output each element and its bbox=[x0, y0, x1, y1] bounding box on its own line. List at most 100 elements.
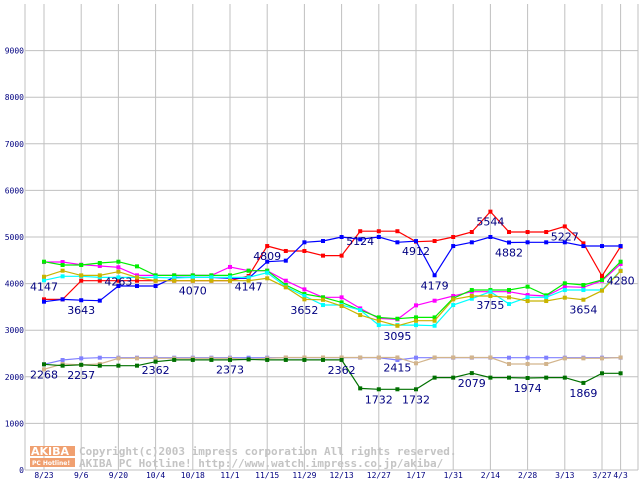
data-point-blue bbox=[581, 244, 586, 249]
data-label: 5124 bbox=[346, 235, 374, 248]
data-label: 1732 bbox=[402, 393, 430, 406]
grid bbox=[24, 4, 639, 471]
data-point-cyan bbox=[302, 293, 307, 298]
x-tick-label: 3/27 bbox=[592, 471, 611, 480]
data-point-red bbox=[97, 278, 102, 283]
series-line-red bbox=[44, 210, 622, 300]
data-point-olive bbox=[581, 297, 586, 302]
data-point-blue bbox=[283, 258, 288, 263]
data-label: 3654 bbox=[569, 304, 597, 317]
data-point-blue bbox=[507, 240, 511, 245]
data-point-blue bbox=[488, 235, 493, 239]
data-point-green bbox=[432, 315, 437, 320]
data-label: 4147 bbox=[30, 281, 58, 294]
x-tick-label: 9/20 bbox=[109, 471, 128, 480]
data-point-cyan bbox=[209, 275, 214, 280]
data-point-blue bbox=[414, 239, 418, 244]
data-point-red bbox=[544, 230, 549, 235]
logo-bottom-box bbox=[30, 458, 75, 467]
data-point-blue bbox=[265, 259, 270, 264]
data-point-darkgreen bbox=[302, 357, 307, 362]
data-label: 3643 bbox=[67, 304, 95, 317]
data-point-blue bbox=[544, 240, 549, 245]
data-point-darkgreen bbox=[544, 375, 549, 380]
x-tick-label: 11/29 bbox=[292, 471, 316, 480]
data-point-periwinkle bbox=[525, 355, 530, 360]
series-group bbox=[42, 209, 623, 392]
data-point-green bbox=[228, 273, 232, 278]
y-tick-label: 6000 bbox=[5, 186, 24, 195]
y-tick-label: 1000 bbox=[5, 419, 24, 428]
data-point-green bbox=[97, 261, 102, 266]
x-tick-label: 2/14 bbox=[481, 471, 500, 480]
data-label: 4882 bbox=[495, 246, 523, 259]
data-point-green bbox=[190, 273, 195, 278]
data-point-red bbox=[376, 229, 381, 234]
data-label: 2415 bbox=[383, 361, 411, 374]
data-point-olive bbox=[414, 318, 418, 323]
data-label: 4179 bbox=[421, 279, 449, 292]
data-point-darkgreen bbox=[265, 357, 270, 362]
data-point-green bbox=[153, 273, 158, 278]
logo-top-text: AKIBA bbox=[31, 445, 70, 458]
y-tick-label: 4000 bbox=[5, 280, 24, 289]
data-point-darkgreen bbox=[618, 371, 623, 376]
data-point-olive bbox=[135, 275, 139, 280]
data-point-darkgreen bbox=[562, 375, 567, 380]
data-point-darkgreen bbox=[600, 371, 604, 376]
x-tick-label: 1/31 bbox=[444, 471, 463, 480]
series-line-darkgreen bbox=[43, 358, 621, 390]
data-point-periwinkle bbox=[60, 358, 65, 363]
data-point-blue bbox=[451, 244, 456, 249]
annotations: 4147 3643 4263 4070 4147 4809 3652 5124 3095 4912… bbox=[30, 216, 635, 407]
data-point-cyan bbox=[358, 308, 363, 313]
series-darkgreen bbox=[42, 357, 623, 392]
data-point-red bbox=[283, 248, 288, 253]
data-point-tan bbox=[283, 355, 288, 360]
series-olive bbox=[42, 268, 623, 328]
data-label: 4070 bbox=[179, 284, 207, 297]
data-point-periwinkle bbox=[395, 358, 400, 363]
data-point-olive bbox=[395, 323, 400, 328]
data-point-darkgreen bbox=[79, 362, 84, 367]
series-tan bbox=[42, 355, 623, 372]
data-point-red bbox=[507, 230, 511, 235]
data-point-darkgreen bbox=[190, 357, 195, 362]
data-point-tan bbox=[618, 355, 623, 360]
data-point-magenta bbox=[432, 298, 437, 303]
data-point-green bbox=[544, 293, 549, 298]
logo-top-box bbox=[30, 446, 75, 456]
data-point-cyan bbox=[97, 275, 102, 280]
data-point-red bbox=[302, 248, 307, 253]
data-point-cyan bbox=[414, 323, 418, 328]
data-point-cyan bbox=[451, 303, 456, 308]
data-point-olive bbox=[97, 273, 102, 278]
series-blue bbox=[42, 235, 623, 304]
data-point-magenta bbox=[618, 262, 623, 267]
y-tick-label: 0 bbox=[19, 466, 24, 475]
x-tick-label: 12/27 bbox=[367, 471, 391, 480]
copyright-line: Copyright(c)2003 impress corporation All… bbox=[79, 445, 457, 458]
data-point-olive bbox=[432, 318, 437, 323]
data-label: 2257 bbox=[67, 369, 95, 382]
data-point-olive bbox=[469, 293, 474, 298]
data-point-green bbox=[562, 281, 567, 286]
data-point-olive bbox=[451, 297, 456, 302]
data-point-green bbox=[79, 263, 84, 268]
data-point-darkgreen bbox=[581, 380, 586, 385]
data-point-darkgreen bbox=[339, 357, 344, 362]
data-point-olive bbox=[209, 278, 214, 283]
data-point-red bbox=[79, 278, 84, 283]
data-point-darkgreen bbox=[376, 387, 381, 392]
data-point-magenta bbox=[97, 263, 102, 268]
data-point-tan bbox=[469, 355, 474, 360]
data-point-olive bbox=[600, 288, 604, 293]
x-tick-label: 12/13 bbox=[330, 471, 354, 480]
data-point-olive bbox=[358, 313, 363, 318]
data-point-tan bbox=[42, 367, 46, 372]
data-point-cyan bbox=[265, 270, 270, 275]
data-point-tan bbox=[507, 361, 511, 366]
x-tick-label: 11/1 bbox=[220, 471, 239, 480]
data-point-red bbox=[562, 224, 567, 229]
data-point-olive bbox=[302, 297, 307, 302]
